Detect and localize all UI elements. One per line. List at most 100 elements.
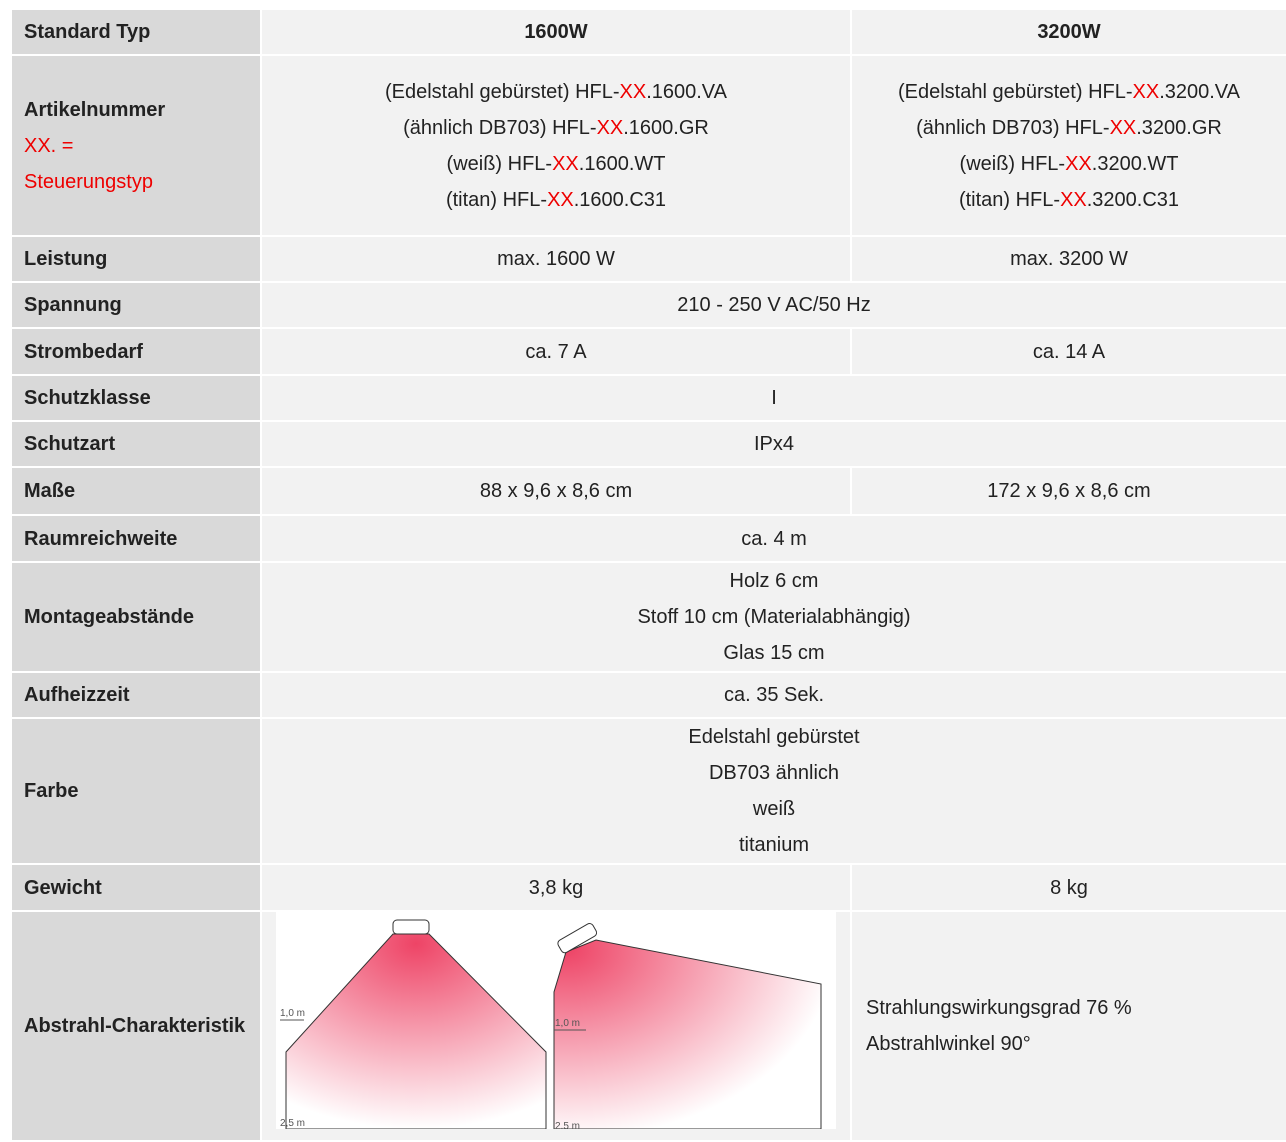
- cone-1600: [285, 933, 547, 1129]
- value-part: .3200.WT: [1091, 152, 1179, 175]
- type-code: XX: [619, 80, 647, 103]
- value-cell: Strahlungswirkungsgrad 76 % Abstrahlwinke…: [850, 910, 1286, 1142]
- label-text: Schutzart: [24, 433, 116, 455]
- label-text: Spannung: [24, 294, 122, 316]
- value-cell: 210 - 250 V AC/50 Hz: [260, 281, 1286, 329]
- spec-row: Schutzklasse I: [10, 374, 1286, 422]
- value-cell: ca. 4 m: [260, 514, 1286, 563]
- value-line: (weiß) HFL-XX.1600.WT: [274, 146, 838, 182]
- value-part: .3200.GR: [1136, 116, 1222, 139]
- value-cell: ca. 7 A: [260, 327, 852, 376]
- label-text: Strombedarf: [24, 340, 143, 363]
- spec-table-wrap: Standard Typ 1600W 3200W Artikelnummer XX. =…: [10, 8, 1286, 1142]
- value-part: (Edelstahl gebürstet) HFL-: [897, 80, 1133, 103]
- value-line: 3,8 kg: [528, 876, 584, 899]
- distance-label: 1,0 m: [280, 1008, 305, 1019]
- value-line: ca. 35 Sek.: [723, 684, 825, 706]
- spec-row: Spannung 210 - 250 V AC/50 Hz: [10, 281, 1286, 329]
- label-text: Schutzklasse: [24, 387, 151, 409]
- value-cell: 88 x 9,6 x 8,6 cm: [260, 466, 852, 516]
- spec-table: Standard Typ 1600W 3200W Artikelnummer XX. =…: [10, 8, 1286, 1142]
- value-line: 172 x 9,6 x 8,6 cm: [987, 480, 1151, 502]
- row-label: Aufheizzeit: [10, 671, 262, 719]
- value-line: max. 1600 W: [497, 248, 615, 270]
- type-code: XX: [596, 116, 624, 139]
- value-line: Edelstahl gebürstet: [688, 726, 860, 748]
- distance-label: 2,5 m: [555, 1121, 580, 1129]
- value-cell: 3,8 kg: [260, 863, 852, 912]
- row-label: Schutzart: [10, 420, 262, 468]
- value-part: .1600.GR: [623, 116, 709, 139]
- value-part: .1600.WT: [578, 152, 666, 175]
- value-line: 88 x 9,6 x 8,6 cm: [479, 480, 633, 502]
- value-part: (weiß) HFL-: [446, 152, 553, 175]
- spec-row: Aufheizzeit ca. 35 Sek.: [10, 671, 1286, 719]
- value-line: (Edelstahl gebürstet) HFL-XX.3200.VA: [864, 74, 1274, 110]
- value-cell: max. 1600 W: [260, 235, 852, 283]
- header-cell: 3200W: [850, 8, 1286, 56]
- lamp-1600: [392, 919, 430, 935]
- row-label: Leistung: [10, 235, 262, 283]
- value-line: 210 - 250 V AC/50 Hz: [677, 294, 871, 316]
- label-note: XX. =: [24, 134, 74, 157]
- value-line: Glas 15 cm: [723, 642, 825, 664]
- value-part: (ähnlich DB703) HFL-: [916, 116, 1110, 139]
- type-code: XX: [1060, 188, 1087, 211]
- row-label: Gewicht: [10, 863, 262, 912]
- radiation-diagram: 1,0 m 2,5 m 1,0 m 2,5 m: [276, 912, 836, 1129]
- spec-row: Maße 88 x 9,6 x 8,6 cm 172 x 9,6 x 8,6 cm: [10, 466, 1286, 516]
- value-part: .3200.VA: [1159, 80, 1241, 103]
- value-line: IPx4: [753, 433, 795, 455]
- value-part: (titan) HFL-: [445, 188, 548, 211]
- value-line: (titan) HFL-XX.3200.C31: [864, 182, 1274, 218]
- row-label: Montageabstände: [10, 561, 262, 673]
- header-row: Standard Typ 1600W 3200W: [10, 8, 1286, 56]
- value-line: DB703 ähnlich: [708, 762, 840, 784]
- row-label: Abstrahl-Charakteristik: [10, 910, 262, 1142]
- row-label: Maße: [10, 466, 262, 516]
- value-line: max. 3200 W: [1010, 248, 1128, 270]
- value-line: (weiß) HFL-XX.3200.WT: [864, 146, 1274, 182]
- label-text: Raumreichweite: [24, 527, 178, 550]
- diagram-cell: 1,0 m 2,5 m 1,0 m 2,5 m: [260, 910, 852, 1142]
- label-text: Gewicht: [24, 876, 102, 899]
- type-code: XX: [547, 188, 574, 211]
- label-text: Artikelnummer: [24, 98, 166, 121]
- value-line: Holz 6 cm: [729, 570, 819, 592]
- header-cell: 1600W: [260, 8, 852, 56]
- label-text: Abstrahl-Charakteristik: [24, 1015, 246, 1037]
- value-line: (titan) HFL-XX.1600.C31: [274, 182, 838, 218]
- value-cell: I: [260, 374, 1286, 422]
- value-cell: (Edelstahl gebürstet) HFL-XX.1600.VA (ähn…: [260, 54, 852, 237]
- label-text: Montageabstände: [24, 606, 195, 628]
- value-part: .1600.C31: [573, 188, 667, 211]
- spec-row: Abstrahl-Charakteristik 1,0 m 2,5 m 1,0 …: [10, 910, 1286, 1142]
- value-line: (Edelstahl gebürstet) HFL-XX.1600.VA: [274, 74, 838, 110]
- label-text: Leistung: [24, 248, 108, 270]
- type-code: XX: [1109, 116, 1137, 139]
- row-label: Strombedarf: [10, 327, 262, 376]
- value-line: ca. 7 A: [525, 340, 587, 363]
- value-line: Abstrahlwinkel 90°: [866, 1033, 1031, 1055]
- value-part: (titan) HFL-: [958, 188, 1061, 211]
- value-cell: ca. 14 A: [850, 327, 1286, 376]
- type-code: XX: [1132, 80, 1160, 103]
- spec-row: Raumreichweite ca. 4 m: [10, 514, 1286, 563]
- spec-row: Strombedarf ca. 7 A ca. 14 A: [10, 327, 1286, 376]
- value-line: Stoff 10 cm (Materialabhängig): [637, 606, 911, 628]
- spec-row: Leistung max. 1600 W max. 3200 W: [10, 235, 1286, 283]
- value-line: weiß: [752, 798, 796, 820]
- label-text: Aufheizzeit: [24, 684, 130, 706]
- value-part: (weiß) HFL-: [959, 152, 1066, 175]
- value-cell: ca. 35 Sek.: [260, 671, 1286, 719]
- value-line: titanium: [738, 834, 810, 856]
- spec-row: Farbe Edelstahl gebürstet DB703 ähnlich wei…: [10, 717, 1286, 865]
- value-line: (ähnlich DB703) HFL-XX.1600.GR: [274, 110, 838, 146]
- value-cell: 172 x 9,6 x 8,6 cm: [850, 466, 1286, 516]
- spec-row: Artikelnummer XX. = Steuerungstyp (Edelstah…: [10, 54, 1286, 237]
- value-part: .3200.C31: [1086, 188, 1180, 211]
- cone-3200: [553, 939, 822, 1129]
- lamp-3200: [557, 923, 598, 954]
- value-cell: (Edelstahl gebürstet) HFL-XX.3200.VA (ähn…: [850, 54, 1286, 237]
